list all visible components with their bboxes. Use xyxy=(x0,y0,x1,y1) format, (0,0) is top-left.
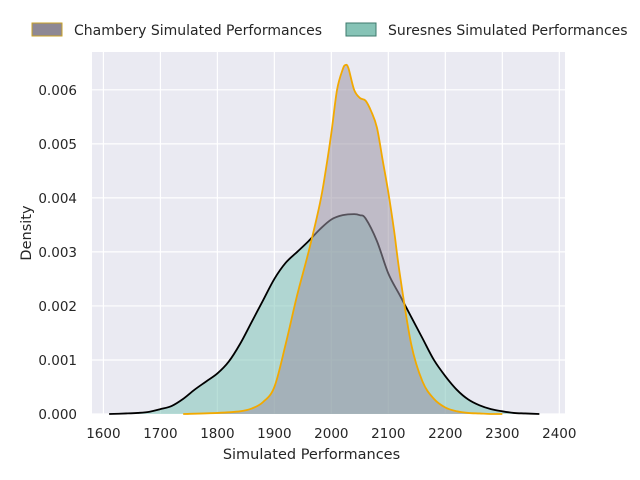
x-tick-label-5: 2100 xyxy=(371,426,405,442)
y-tick-label-3: 0.003 xyxy=(38,245,77,261)
y-tick-label-5: 0.005 xyxy=(38,137,77,153)
legend-label-chambery: Chambery Simulated Performances xyxy=(74,23,322,39)
y-tick-label-2: 0.002 xyxy=(38,299,77,315)
y-tick-label-1: 0.001 xyxy=(38,353,77,369)
x-tick-label-1: 1700 xyxy=(143,426,177,442)
x-axis-label: Simulated Performances xyxy=(223,447,400,463)
y-tick-label-0: 0.000 xyxy=(38,407,77,423)
density-areas xyxy=(109,63,540,415)
y-tick-label-4: 0.004 xyxy=(38,191,77,207)
legend-swatch-chambery xyxy=(31,22,63,37)
y-tick-label-6: 0.006 xyxy=(38,83,77,99)
y-axis-ticks: 0.000 0.001 0.002 0.003 0.004 0.005 0.006 xyxy=(38,83,77,423)
x-axis-ticks: 1600 1700 1800 1900 2000 2100 2200 2300 2400 xyxy=(86,426,576,442)
y-axis-label: Density xyxy=(19,205,35,261)
x-tick-label-4: 2000 xyxy=(314,426,348,442)
x-tick-label-6: 2200 xyxy=(428,426,462,442)
legend-swatch-suresnes xyxy=(345,22,377,37)
x-tick-label-7: 2300 xyxy=(485,426,519,442)
legend: Chambery Simulated Performances Suresnes … xyxy=(31,22,628,39)
x-tick-label-8: 2400 xyxy=(542,426,576,442)
chambery-density-fill xyxy=(183,64,503,415)
legend-label-suresnes: Suresnes Simulated Performances xyxy=(388,23,628,39)
chambery-density-line xyxy=(183,63,503,415)
x-tick-label-3: 1900 xyxy=(257,426,291,442)
x-tick-label-0: 1600 xyxy=(86,426,120,442)
x-tick-label-2: 1800 xyxy=(200,426,234,442)
